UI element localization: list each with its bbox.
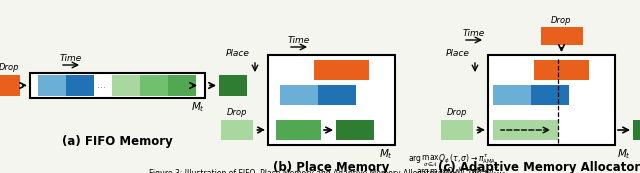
Text: $\arg\max_{\sigma\in\mathcal{A}}Q_\phi(\tau,\sigma)\rightarrow\pi^\tau_\mathrm{A: $\arg\max_{\sigma\in\mathcal{A}}Q_\phi(\… bbox=[408, 153, 497, 169]
Bar bbox=[221, 120, 253, 140]
Text: Place: Place bbox=[446, 49, 470, 58]
Text: Drop: Drop bbox=[0, 63, 19, 72]
Bar bbox=[531, 85, 569, 105]
Bar bbox=[534, 60, 589, 80]
Text: $M_t$: $M_t$ bbox=[191, 100, 205, 114]
Bar bbox=[38, 75, 66, 96]
Text: Time: Time bbox=[463, 29, 485, 38]
Bar bbox=[168, 75, 196, 96]
Text: Place: Place bbox=[226, 49, 250, 58]
Text: $M_t$: $M_t$ bbox=[617, 147, 631, 161]
Bar bbox=[276, 120, 321, 140]
Bar bbox=[268, 55, 395, 145]
Text: Drop: Drop bbox=[551, 16, 572, 25]
Bar bbox=[314, 60, 369, 80]
Text: (c) Adaptive Memory Allocator (AMA): (c) Adaptive Memory Allocator (AMA) bbox=[438, 161, 640, 173]
Text: Time: Time bbox=[60, 54, 83, 63]
Bar bbox=[633, 120, 640, 140]
Text: Drop: Drop bbox=[227, 108, 247, 117]
Bar bbox=[219, 75, 247, 96]
Text: (b) Place Memory: (b) Place Memory bbox=[273, 161, 390, 173]
Text: Drop: Drop bbox=[447, 108, 467, 117]
Text: (a) FIFO Memory: (a) FIFO Memory bbox=[62, 135, 173, 148]
Text: Time: Time bbox=[288, 36, 310, 45]
Bar bbox=[280, 85, 318, 105]
Text: $\arg\max_{\sigma\in\mathcal{A}}Q_\phi(\tau^\prime,\sigma)\rightarrow\pi^{\tau^\: $\arg\max_{\sigma\in\mathcal{A}}Q_\phi(\… bbox=[416, 165, 507, 173]
Text: Figure 3: Illustration of FIFO, Place Memory and Adaptive Memory Allocator (AMA): Figure 3: Illustration of FIFO, Place Me… bbox=[149, 169, 491, 173]
Bar bbox=[140, 75, 168, 96]
Bar bbox=[541, 27, 582, 45]
Text: $M_t$: $M_t$ bbox=[379, 147, 393, 161]
Bar bbox=[30, 73, 205, 98]
Bar bbox=[488, 55, 615, 145]
Bar bbox=[336, 120, 374, 140]
Text: ...: ... bbox=[97, 80, 106, 90]
Bar bbox=[318, 85, 356, 105]
Bar bbox=[66, 75, 94, 96]
Bar bbox=[0, 75, 20, 96]
Bar bbox=[493, 85, 531, 105]
Bar bbox=[493, 120, 558, 140]
Bar bbox=[441, 120, 473, 140]
Bar bbox=[112, 75, 140, 96]
